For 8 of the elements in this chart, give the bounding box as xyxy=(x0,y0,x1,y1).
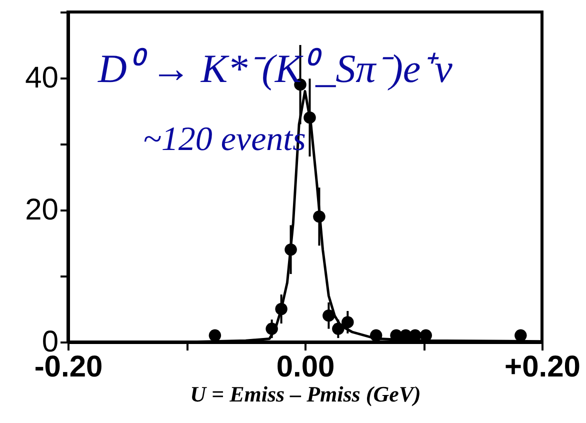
y-tick-label: 20 xyxy=(25,194,58,226)
x-tick-label: +0.20 xyxy=(504,350,580,384)
x-tick-label: 0.00 xyxy=(276,350,335,384)
point xyxy=(208,329,222,342)
x-axis-title: U = Emiss – Pmiss (GeV) xyxy=(190,382,421,406)
point xyxy=(342,316,354,328)
point xyxy=(322,309,335,322)
y-tick-label: 40 xyxy=(25,62,58,94)
